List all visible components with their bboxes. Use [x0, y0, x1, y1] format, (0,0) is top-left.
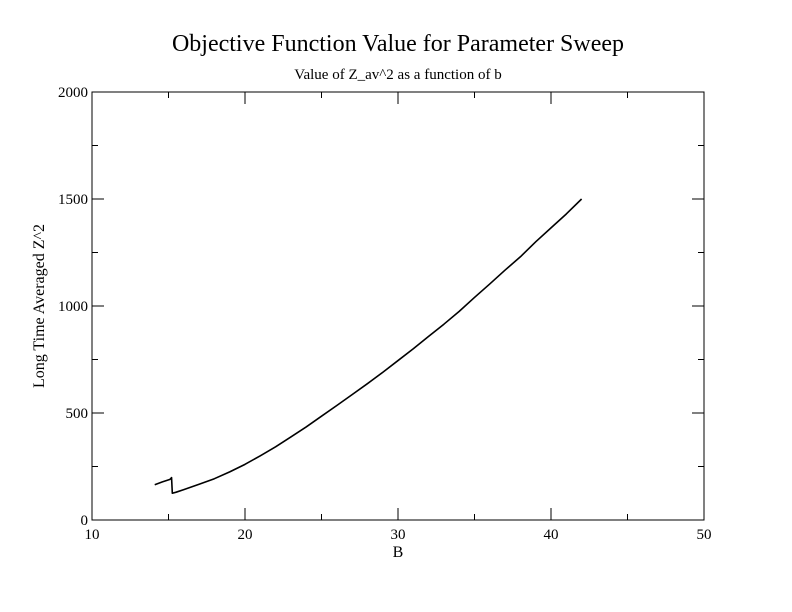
axis-ticks: [91, 91, 705, 521]
y-tick-label: 1000: [58, 299, 88, 315]
plot-frame: [91, 91, 705, 521]
y-tick-label: 2000: [58, 85, 88, 101]
chart-subtitle: Value of Z_av^2 as a function of b: [294, 67, 501, 83]
x-tick-label: 40: [544, 527, 559, 543]
x-tick-label: 50: [697, 527, 712, 543]
y-tick-label: 1500: [58, 192, 88, 208]
x-tick-label: 20: [238, 527, 253, 543]
chart-title: Objective Function Value for Parameter S…: [172, 31, 624, 57]
x-tick-label: 30: [391, 527, 406, 543]
x-axis-label: B: [393, 544, 404, 561]
y-tick-label: 0: [81, 513, 89, 529]
y-axis-label: Long Time Averaged Z^2: [31, 224, 48, 388]
y-tick-label: 500: [66, 406, 89, 422]
series-line: [154, 198, 583, 495]
x-tick-label: 10: [85, 527, 100, 543]
